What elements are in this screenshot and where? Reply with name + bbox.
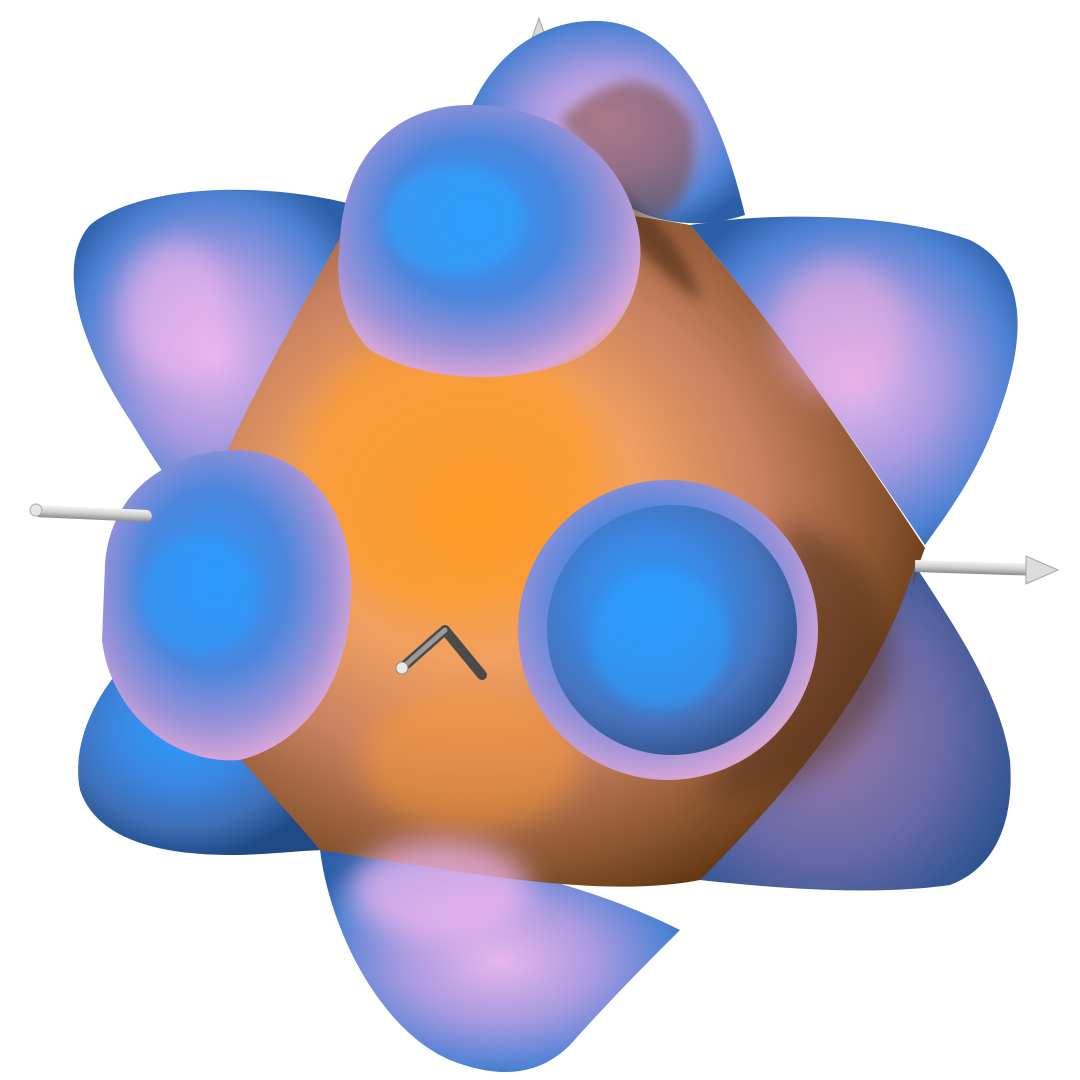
lobe-left [102, 450, 352, 761]
lobe-top [338, 105, 641, 377]
x-axis-arrow [29, 503, 152, 522]
back-lobe-top [470, 20, 745, 224]
y-axis-arrow [914, 555, 1060, 585]
origin-marker-icon [395, 625, 487, 680]
lobe-right [518, 480, 818, 780]
